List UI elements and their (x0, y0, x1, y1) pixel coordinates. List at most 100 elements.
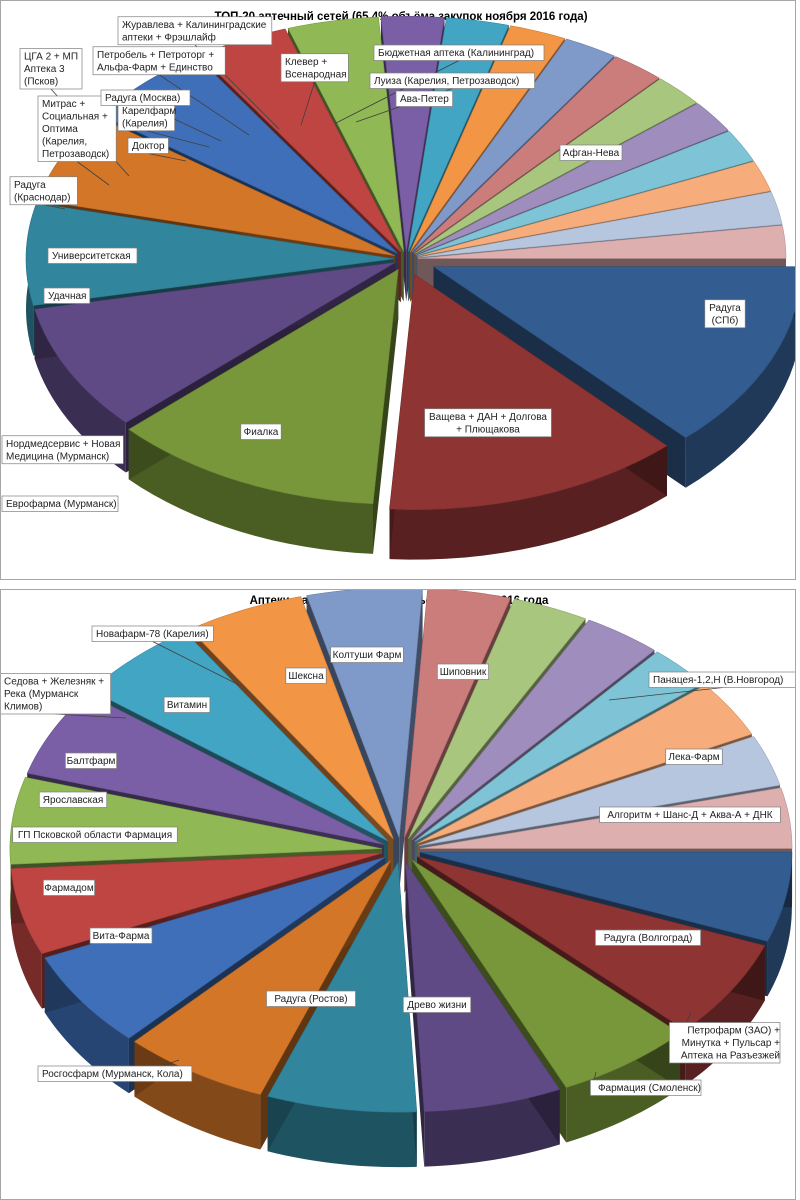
slice-label: ГП Псковской области Фармация (18, 829, 172, 841)
slice-label-box (590, 1079, 702, 1096)
slice-label-box (559, 144, 623, 161)
slice-label: Панацея-1,2,Н (В.Новгород) (653, 675, 783, 686)
slice-label: Бюджетная аптека (Калининград) (378, 48, 534, 59)
slice-label-box (47, 247, 138, 264)
slice-label: Петрофарм (ЗАО) + Минутка + Пульсар + Апте… (681, 1025, 780, 1062)
slice-label-box (37, 95, 117, 162)
leader-line (146, 130, 210, 148)
slice-label-box (595, 929, 701, 946)
leader-line (300, 81, 316, 126)
slice-label-box (665, 748, 723, 765)
pie-slices-group (9, 590, 793, 1168)
slice-label-box (424, 408, 552, 438)
slice-label: Радуга (СПб) (709, 303, 741, 327)
slice-label: Фиалка (244, 427, 279, 438)
slice-label-box (43, 287, 91, 304)
leader-line (152, 641, 240, 686)
slice-label: Университетская (52, 251, 131, 262)
slice-label-box (163, 696, 211, 713)
leader-line (76, 161, 110, 186)
slice-label-box (65, 752, 117, 769)
slice-label: Вита-Фарма (93, 931, 150, 942)
slice-label-box (395, 90, 453, 107)
slice-label-box (648, 671, 795, 688)
slice-label-box (19, 48, 83, 90)
slice-label: Ващева + ДАН + Долгова + Плющакова (429, 412, 547, 436)
slice-label: Балтфарм (67, 755, 116, 767)
slice-label: Доктор (132, 141, 165, 152)
slice-label: Шиповник (440, 667, 487, 678)
slice-label-box (12, 826, 178, 843)
slice-label: Радуга (Волгоград) (604, 933, 693, 944)
slice-label: Древо жизни (407, 1000, 466, 1011)
slice-label-box (127, 137, 169, 154)
slice-label: Новафарм-78 (Карелия) (96, 628, 209, 640)
slice-label: Митрас + Социальная + Оптима (Карелия, Петро… (42, 99, 109, 160)
slice-label-box (240, 423, 282, 440)
pie-slice (389, 274, 668, 560)
slice-label-box (1, 673, 111, 715)
slice-label-box (285, 667, 327, 684)
slice-label: Росгосфарм (Мурманск, Кола) (42, 1068, 183, 1080)
slice-labels-group: Афган-Нева Радуга (СПб) Ващева + ДАН + Долг… (1, 16, 746, 512)
slice-label: Луиза (Карелия, Петрозаводск) (374, 76, 519, 87)
slice-label-box (402, 996, 472, 1013)
slice-label-box (117, 16, 273, 46)
slice-label: Фармация (Смоленск) (598, 1083, 701, 1094)
slice-label: Клевер + Всенародная (285, 57, 347, 81)
slice-label-box (599, 806, 781, 823)
slice-label: Еврофарма (Мурманск) (6, 498, 117, 510)
slice-label: Шексна (288, 671, 324, 682)
slice-label: Витамин (167, 700, 207, 711)
leader-line (608, 687, 724, 701)
slice-label-box (266, 990, 356, 1007)
slice-labels-group: Шиповник Панацея-1,2,Н (В.Новгород) Лека-Ф… (1, 625, 795, 1096)
slice-label: Седова + Железняк + Река (Мурманск Климов) (4, 677, 104, 713)
slice-label: Лека-Фарм (668, 752, 719, 763)
slice-label: Радуга (Краснодар) (14, 180, 70, 204)
slice-label: Радуга (Москва) (105, 93, 180, 104)
pie-chart-top20: ТОП-20 аптечный сетей (65,4% объёма заку… (1, 11, 795, 560)
chart-panel-other: Аптеки, закупившие 12,2% объёма ноября 2… (0, 589, 796, 1200)
slice-label: Удачная (48, 291, 86, 302)
chart-panel-top20: ТОП-20 аптечный сетей (65,4% объёма заку… (0, 0, 796, 580)
slice-label: Колтуши Фарм (333, 650, 402, 661)
slice-label: Карелфарм (Карелия) (122, 105, 176, 130)
slice-label: Нордмедсервис + Новая Медицина (Мурманск) (6, 439, 120, 463)
slice-label-box (43, 879, 95, 896)
slice-label: ЦГА 2 + МП Аптека 3 (Псков) (24, 52, 78, 88)
slice-label: Фармадом (44, 883, 94, 894)
slice-label-box (1, 435, 124, 465)
slice-label: Радуга (Ростов) (274, 994, 347, 1005)
pie-slices-group (25, 16, 795, 560)
slice-label-box (1, 495, 119, 512)
slice-label-box (280, 53, 349, 83)
slice-label-box (37, 1065, 193, 1082)
pie-chart-other: Аптеки, закупившие 12,2% объёма ноября 2… (1, 590, 795, 1168)
slice-label-box (704, 299, 746, 329)
slice-label: Алгоритм + Шанс-Д + Аква-А + ДНК (607, 810, 772, 821)
slice-label-box (669, 1022, 781, 1064)
slice-label-box (330, 646, 404, 663)
leader-line (55, 713, 127, 719)
pie-slice (128, 268, 399, 554)
slice-label-box (100, 89, 191, 106)
slice-label-box (369, 72, 535, 89)
slice-label-box (92, 46, 226, 76)
slice-label: Ярославская (43, 795, 104, 806)
slice-label-box (117, 102, 175, 132)
leader-line (43, 204, 66, 210)
slice-label-box (9, 176, 78, 206)
leader-line (148, 153, 187, 162)
pie-slice (405, 860, 561, 1167)
leader-line (158, 74, 250, 136)
slice-label-box (89, 927, 153, 944)
slice-label: Петробель + Петроторг + Альфа-Фарм + Един… (97, 49, 214, 74)
slice-label-box (91, 625, 214, 642)
slice-label: Афган-Нева (563, 147, 620, 159)
slice-label-box (437, 663, 489, 680)
slice-label: Ава-Петер (400, 94, 449, 105)
slice-label: Журавлева + Калининградские аптеки + Фрэш… (122, 20, 267, 44)
slice-label-box (373, 44, 545, 61)
slice-label-box (38, 791, 108, 808)
